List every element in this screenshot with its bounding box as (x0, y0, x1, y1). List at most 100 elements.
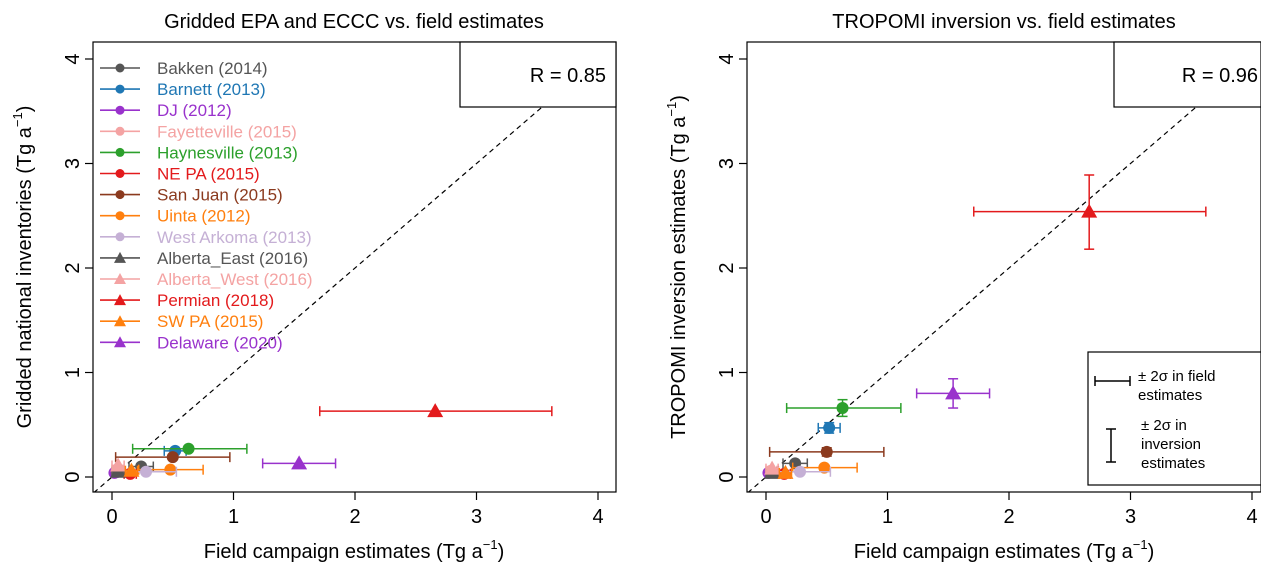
y-tick-label: 4 (716, 53, 738, 64)
legend-label: West Arkoma (2013) (157, 228, 312, 247)
legend-marker-triangle (114, 336, 126, 348)
y-tick-label: 2 (716, 262, 738, 273)
one-to-one-line (93, 42, 616, 492)
y-tick-label: 3 (62, 158, 84, 169)
x-tick-label: 1 (882, 506, 893, 528)
data-point-triangle (291, 455, 308, 470)
x-axis-label-end: ) (1148, 541, 1155, 563)
legend-marker-circle (115, 232, 125, 242)
inversion-error-label: estimates (1141, 455, 1205, 472)
legend-label: Alberta_West (2016) (157, 270, 313, 289)
y-axis-label-superscript: −1 (10, 112, 25, 127)
x-tick-label: 0 (106, 506, 117, 528)
x-tick-label: 4 (592, 506, 603, 528)
y-tick-label: 4 (62, 53, 84, 64)
correlation-annotation: R = 0.85 (530, 65, 606, 87)
chart-title: TROPOMI inversion vs. field estimates (832, 11, 1175, 33)
data-point-triangle (1081, 203, 1098, 218)
data-layer (762, 174, 1207, 480)
error-legend: ± 2σ in field estimates ± 2σ in inversion es… (1087, 351, 1261, 486)
y-tick-label: 0 (62, 471, 84, 482)
x-axis-label: Field campaign estimates (Tg a−1) (854, 537, 1155, 563)
x-axis-label-superscript: −1 (1133, 537, 1148, 552)
one-to-one-line (747, 50, 1261, 492)
legend-label: Haynesville (2013) (157, 143, 298, 162)
x-tick-label: 4 (1246, 506, 1257, 528)
x-axis-label-superscript: −1 (483, 537, 498, 552)
y-axis-label-end: ) (14, 106, 36, 113)
x-axis-label-end: ) (498, 541, 505, 563)
legend-marker-circle (115, 147, 125, 157)
legend-marker-circle (115, 63, 125, 73)
x-axis-label-main: Field campaign estimates (Tg a (204, 541, 484, 563)
data-point-circle (823, 421, 836, 434)
inversion-error-label: ± 2σ in (1141, 417, 1187, 434)
data-point-circle (140, 465, 153, 478)
legend-marker-triangle (114, 273, 126, 284)
legend-marker-circle (115, 211, 125, 221)
legend-marker-circle (115, 169, 125, 178)
left-panel: Gridded EPA and ECCC vs. field estimates… (10, 11, 617, 563)
correlation-annotation: R = 0.96 (1182, 65, 1258, 87)
x-tick-label: 3 (471, 506, 482, 528)
right-panel: TROPOMI inversion vs. field estimates 0 1 2… (664, 11, 1261, 563)
field-error-label: ± 2σ in field (1138, 368, 1216, 385)
data-point-triangle (764, 460, 781, 475)
y-tick-label: 1 (716, 367, 738, 378)
x-tick-label: 3 (1125, 506, 1136, 528)
x-axis-label: Field campaign estimates (Tg a−1) (204, 537, 505, 563)
y-axis-label-superscript: −1 (664, 102, 679, 117)
data-point-circle (820, 445, 833, 458)
legend-marker-circle (115, 126, 125, 136)
legend-label: Bakken (2014) (157, 59, 268, 78)
data-point-triangle (945, 385, 962, 400)
legend-label: San Juan (2015) (157, 186, 283, 205)
legend-label: DJ (2012) (157, 101, 232, 120)
error-legend-box (1087, 351, 1261, 486)
data-layer (108, 403, 553, 480)
x-tick-label: 1 (228, 506, 239, 528)
x-tick-label: 0 (760, 506, 771, 528)
legend-marker-circle (115, 105, 125, 115)
data-point-triangle (777, 464, 794, 479)
legend-marker-circle (115, 84, 125, 94)
legend-label: NE PA (2015) (157, 165, 260, 184)
y-tick-label: 1 (62, 367, 84, 378)
legend: Bakken (2014) Barnett (2013) DJ (2012) Faye… (100, 59, 313, 352)
y-tick-label: 3 (716, 158, 738, 169)
y-axis-label: TROPOMI inversion estimates (Tg a−1) (664, 95, 690, 439)
legend-marker-circle (115, 190, 125, 200)
legend-label: SW PA (2015) (157, 312, 263, 331)
legend-label: Permian (2018) (157, 291, 274, 310)
y-axis-label-end: ) (668, 95, 690, 102)
legend-marker-triangle (114, 251, 126, 263)
x-tick-label: 2 (349, 506, 360, 528)
data-point-triangle (110, 457, 127, 472)
correlation-box (459, 41, 617, 108)
data-point-circle (182, 442, 195, 455)
data-point-circle (164, 463, 177, 476)
x-tick-label: 2 (1003, 506, 1014, 528)
y-tick-label: 2 (62, 262, 84, 273)
inversion-error-label: inversion (1141, 436, 1201, 453)
data-point-triangle (123, 462, 140, 477)
legend-label: Alberta_East (2016) (157, 249, 308, 268)
legend-label: Uinta (2012) (157, 207, 251, 226)
legend-marker-triangle (114, 294, 126, 306)
chart-title: Gridded EPA and ECCC vs. field estimates (164, 11, 544, 33)
y-tick-label: 0 (716, 471, 738, 482)
data-point-circle (818, 461, 831, 474)
legend-label: Barnett (2013) (157, 80, 266, 99)
y-axis-label-main: TROPOMI inversion estimates (Tg a (668, 116, 690, 439)
data-point-circle (836, 402, 849, 415)
legend-label: Fayetteville (2015) (157, 122, 297, 141)
data-point-circle (166, 451, 179, 464)
correlation-box (1113, 41, 1261, 108)
data-point-circle (794, 465, 807, 478)
legend-label: Delaware (2020) (157, 333, 283, 352)
field-error-label: estimates (1138, 387, 1202, 404)
legend-marker-triangle (114, 315, 126, 327)
plot-frame (746, 41, 1261, 493)
y-axis-label-main: Gridded national inventories (Tg a (14, 126, 36, 428)
